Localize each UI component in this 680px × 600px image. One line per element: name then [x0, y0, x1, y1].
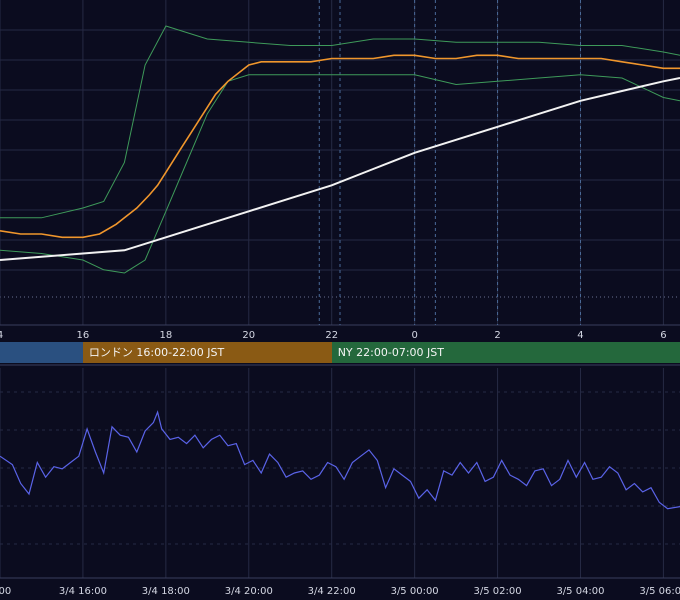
price-x-axis: 4 16 18 20 22 0 2 4 6: [0, 330, 667, 341]
session-markers: [318, 0, 581, 325]
x-tick-label: 22: [325, 330, 338, 341]
oscillator-line: [0, 410, 680, 510]
grid-lines: [0, 0, 680, 579]
x-tick-label: 3/5 02:00: [474, 586, 522, 597]
session-band: ロンドン 16:00-22:00 JST: [82, 342, 332, 363]
moving-average-long-line: [0, 77, 680, 261]
x-tick-label: 6: [660, 330, 666, 341]
oscillator-pane: [0, 410, 680, 510]
bollinger-lower-line: [0, 74, 680, 274]
moving-average-short-line: [0, 54, 680, 239]
x-tick-label: 18: [159, 330, 172, 341]
session-band: NY 22:00-07:00 JST: [331, 342, 680, 363]
x-tick-label: 4: [0, 330, 3, 341]
oscillator-x-axis: 4:00 3/4 16:00 3/4 18:00 3/4 20:00 3/4 22:00…: [0, 586, 680, 597]
x-tick-label: 2: [494, 330, 500, 341]
x-tick-label: 3/5 06:00: [639, 586, 680, 597]
x-tick-label: 3/4 18:00: [142, 586, 190, 597]
x-tick-label: 3/5 04:00: [556, 586, 604, 597]
bollinger-upper-line: [0, 25, 680, 219]
price-pane: [0, 25, 680, 274]
x-tick-label: 3/4 16:00: [59, 586, 107, 597]
x-tick-label: 3/5 00:00: [391, 586, 439, 597]
x-tick-label: 3/4 20:00: [225, 586, 273, 597]
x-tick-label: 20: [242, 330, 255, 341]
x-tick-label: 4: [577, 330, 583, 341]
x-tick-label: 4:00: [0, 586, 11, 597]
x-tick-label: 0: [411, 330, 417, 341]
x-tick-label: 3/4 22:00: [308, 586, 356, 597]
session-band: [0, 342, 83, 363]
x-tick-label: 16: [77, 330, 90, 341]
